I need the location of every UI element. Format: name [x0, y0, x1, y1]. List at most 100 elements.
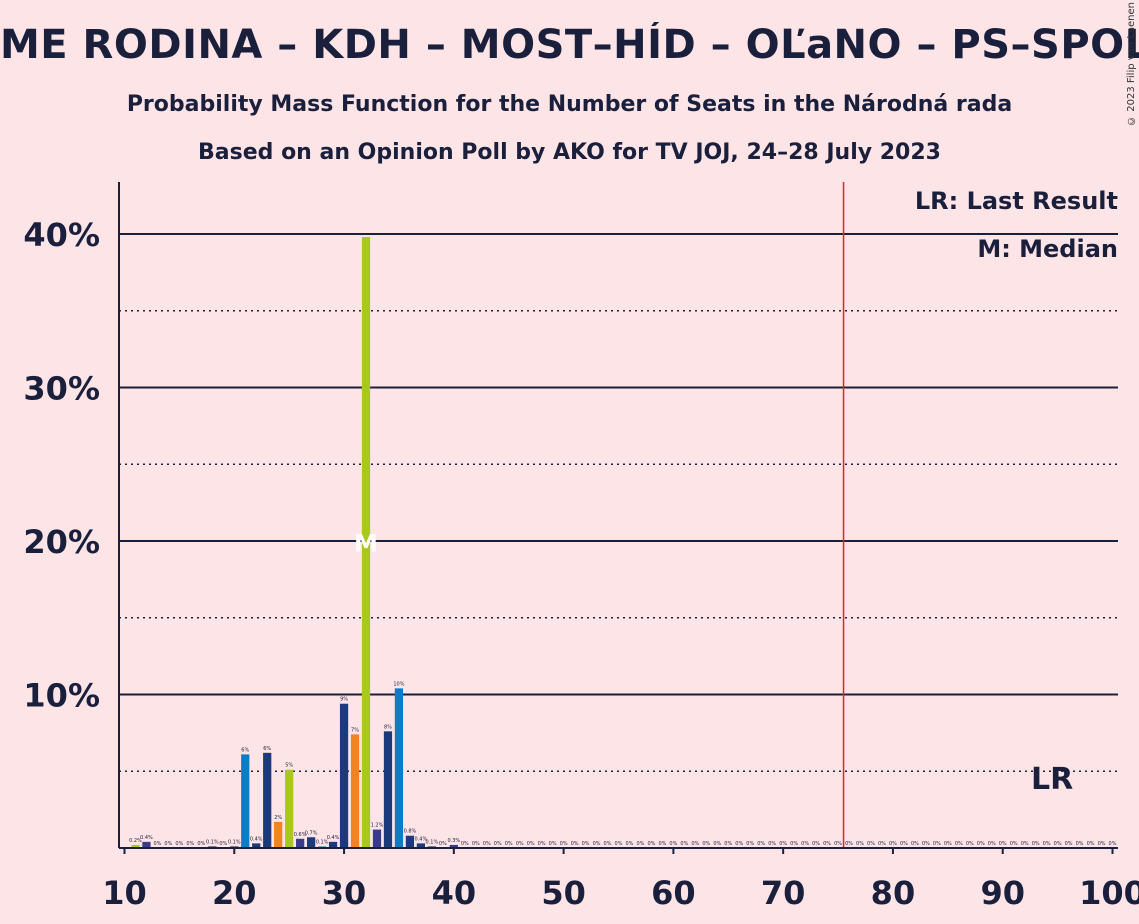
bar-label-88: 0% — [977, 841, 985, 847]
x-tick-label: 90 — [980, 874, 1025, 912]
bar-label-97: 0% — [1076, 841, 1084, 847]
grid-lines: 10% 20% 30% 40% — [23, 182, 1118, 848]
bar-22 — [252, 843, 261, 848]
bar-label-70: 0% — [779, 841, 787, 847]
bar-label-30: 9% — [340, 697, 348, 703]
bar-label-58: 0% — [647, 841, 655, 847]
bar-label-61: 0% — [680, 841, 688, 847]
bar-label-83: 0% — [922, 841, 930, 847]
bar-label-16: 0% — [186, 841, 194, 847]
bar-26 — [296, 838, 305, 848]
bar-label-91: 0% — [1010, 841, 1018, 847]
bar-label-64: 0% — [713, 841, 721, 847]
bar-24 — [274, 821, 283, 848]
bar-label-49: 0% — [549, 841, 557, 847]
bar-label-40: 0.3% — [447, 838, 460, 844]
x-tick-label: 60 — [651, 874, 696, 912]
bar-label-21: 6% — [241, 747, 249, 753]
chart-source: Based on an Opinion Poll by AKO for TV J… — [198, 140, 941, 165]
bar-23 — [263, 752, 272, 848]
bar-label-67: 0% — [746, 841, 754, 847]
x-tick-label: 80 — [871, 874, 916, 912]
bar-label-57: 0% — [636, 841, 644, 847]
bar-11 — [131, 844, 140, 848]
bar-label-81: 0% — [900, 841, 908, 847]
bar-label-66: 0% — [735, 841, 743, 847]
y-tick-label: 40% — [23, 216, 100, 254]
bar-label-73: 0% — [812, 841, 820, 847]
bar-label-54: 0% — [604, 841, 612, 847]
bar-label-11: 0.2% — [129, 838, 142, 844]
bar-32 — [361, 237, 371, 848]
bar-label-22: 0.4% — [250, 836, 263, 842]
bar-label-19: 0% — [219, 841, 227, 847]
bar-label-43: 0% — [483, 841, 491, 847]
bar-label-90: 0% — [999, 841, 1007, 847]
bar-label-23: 6% — [263, 746, 271, 752]
bar-label-44: 0% — [494, 841, 502, 847]
chart-subtitle: Probability Mass Function for the Number… — [126, 92, 1013, 117]
bar-label-60: 0% — [669, 841, 677, 847]
x-tick-label: 40 — [432, 874, 477, 912]
bar-label-95: 0% — [1054, 841, 1062, 847]
bar-label-89: 0% — [988, 841, 996, 847]
bar-label-71: 0% — [790, 841, 798, 847]
bar-29 — [328, 841, 338, 848]
bar-label-42: 0% — [472, 841, 480, 847]
bar-label-36: 0.8% — [404, 829, 417, 835]
bar-label-17: 0% — [197, 841, 205, 847]
bar-label-92: 0% — [1021, 841, 1029, 847]
bar-34 — [383, 731, 393, 848]
bar-label-27: 0.7% — [305, 830, 318, 836]
bar-label-80: 0% — [889, 841, 897, 847]
bar-label-13: 0% — [153, 841, 161, 847]
bar-25 — [285, 769, 294, 848]
bar-label-33: 1.2% — [371, 823, 384, 829]
bar-40 — [449, 844, 458, 848]
bar-label-15: 0% — [175, 841, 183, 847]
bar-label-76: 0% — [845, 841, 853, 847]
bar-label-35: 10% — [393, 681, 404, 687]
x-tick-label: 10 — [102, 874, 147, 912]
bar-37 — [416, 843, 426, 848]
bar-label-84: 0% — [933, 841, 941, 847]
bar-label-94: 0% — [1043, 841, 1051, 847]
bar-label-53: 0% — [593, 841, 601, 847]
bar-label-87: 0% — [966, 841, 974, 847]
bar-label-75: 0% — [834, 841, 842, 847]
bar-label-85: 0% — [944, 841, 952, 847]
bar-data-labels: 0.2%0.4%0% 0% 0% 0% 0% 0.1% 0% 0.1%6%0.4%6%2%5%… — [129, 681, 1117, 847]
bar-label-26: 0.6% — [294, 832, 307, 838]
bar-label-100: 0% — [1109, 841, 1117, 847]
bar-label-72: 0% — [801, 841, 809, 847]
bar-label-48: 0% — [538, 841, 546, 847]
bar-label-39: 0% — [439, 841, 447, 847]
bar-label-59: 0% — [658, 841, 666, 847]
bar-label-14: 0% — [164, 841, 172, 847]
bar-label-77: 0% — [856, 841, 864, 847]
bar-label-20: 0.1% — [228, 839, 241, 845]
bar-label-25: 5% — [285, 763, 293, 769]
bar-label-62: 0% — [691, 841, 699, 847]
y-tick-label: 20% — [23, 523, 100, 561]
bar-label-12: 0.4% — [140, 835, 153, 841]
bar-label-82: 0% — [911, 841, 919, 847]
bar-label-93: 0% — [1032, 841, 1040, 847]
bar-30 — [339, 703, 349, 848]
bar-label-63: 0% — [702, 841, 710, 847]
bar-label-29: 0.4% — [327, 835, 340, 841]
bar-27 — [306, 837, 316, 848]
bar-label-79: 0% — [878, 841, 886, 847]
bar-label-65: 0% — [724, 841, 732, 847]
bar-label-24: 2% — [274, 815, 282, 821]
axes: 10 20 30 40 50 60 70 80 90 100 — [102, 182, 1139, 912]
bar-label-78: 0% — [867, 841, 875, 847]
bar-label-96: 0% — [1065, 841, 1073, 847]
bar-label-28: 0.1% — [316, 839, 329, 845]
x-tick-label: 30 — [322, 874, 367, 912]
x-tick-label: 70 — [761, 874, 806, 912]
bar-label-31: 7% — [351, 727, 359, 733]
bar-label-41: 0% — [461, 841, 469, 847]
bar-label-46: 0% — [516, 841, 524, 847]
bar-label-86: 0% — [955, 841, 963, 847]
